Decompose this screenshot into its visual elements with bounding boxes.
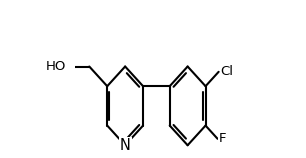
Text: N: N <box>120 138 131 153</box>
Text: F: F <box>219 132 227 145</box>
Text: HO: HO <box>46 60 67 73</box>
Text: Cl: Cl <box>221 65 234 78</box>
